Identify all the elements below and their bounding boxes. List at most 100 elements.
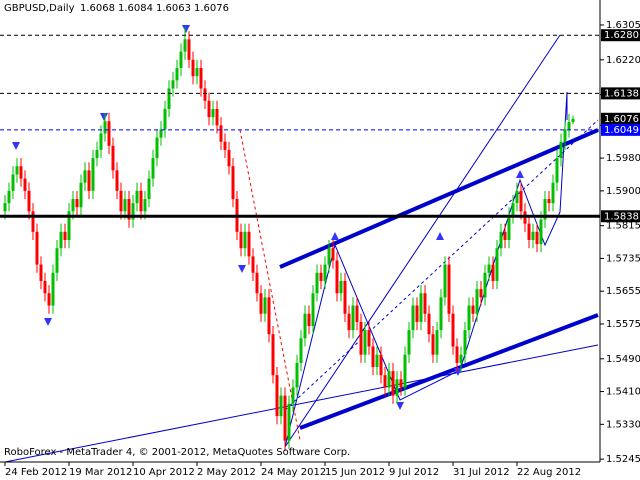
candle-body: [191, 59, 195, 77]
candle-body: [547, 199, 551, 204]
candle-body: [39, 264, 43, 281]
candle-body: [175, 67, 179, 81]
marker: [454, 368, 462, 376]
candle-body: [391, 371, 395, 396]
x-tick-label: 22 Aug 2012: [517, 467, 581, 478]
candle-body: [135, 190, 139, 204]
marker: [331, 232, 339, 240]
candle-body: [359, 321, 363, 355]
candle-body: [179, 51, 183, 68]
candle-body: [543, 199, 547, 220]
candle-body: [411, 305, 415, 331]
candle-body: [475, 289, 479, 314]
candle-body: [483, 272, 487, 298]
candle-body: [71, 199, 75, 212]
candle-body: [427, 313, 431, 335]
y-tick-label: 1.5410: [606, 387, 640, 398]
candle-body: [311, 293, 315, 327]
candle-body: [511, 203, 515, 216]
markers: [12, 25, 524, 410]
candle-body: [259, 293, 263, 314]
candle-body: [19, 166, 23, 179]
candle-body: [263, 297, 267, 314]
candle-body: [47, 293, 51, 306]
candle-body: [355, 305, 359, 322]
candle-body: [11, 174, 15, 191]
candle-body: [367, 330, 371, 347]
candle-body: [295, 362, 299, 388]
candle-body: [487, 264, 491, 273]
candle-body: [495, 248, 499, 281]
candle-body: [227, 149, 231, 167]
candle-body: [395, 379, 399, 396]
x-tick-label: 31 Jul 2012: [453, 467, 510, 478]
candle-body: [479, 289, 483, 298]
candle-body: [363, 330, 367, 355]
candle-body: [75, 199, 79, 208]
candle-body: [155, 137, 159, 159]
y-tick-label: 1.5575: [606, 319, 640, 330]
candle-body: [183, 39, 187, 52]
y-tick-label: 1.6305: [606, 20, 640, 31]
marker: [12, 142, 20, 150]
y-tick-label: 1.5900: [606, 186, 640, 197]
candle-body: [507, 215, 511, 241]
candle-body: [147, 178, 151, 200]
candle-body: [271, 334, 275, 376]
x-tick-label: 2 May 2012: [197, 467, 256, 478]
y-tick-label: 1.5330: [606, 419, 640, 430]
x-tick-label: 9 Jul 2012: [389, 467, 439, 478]
candle-body: [91, 158, 95, 191]
candle-body: [215, 108, 219, 126]
candle-body: [375, 354, 379, 367]
candle-body: [51, 272, 55, 306]
candle-body: [67, 211, 71, 241]
candle-body: [139, 190, 143, 212]
marker: [436, 232, 444, 240]
trend-line: [284, 34, 561, 448]
candle-body: [7, 190, 11, 204]
candle-body: [327, 248, 331, 265]
analysis-lines: [4, 34, 599, 463]
candle-body: [551, 182, 555, 204]
header-low: 1.6063: [156, 3, 191, 14]
price-level-box: [601, 210, 640, 223]
candle-body: [515, 190, 519, 204]
candle-body: [555, 158, 559, 183]
candle-body: [567, 122, 571, 130]
candle-body: [351, 305, 355, 331]
candle-body: [339, 280, 343, 294]
header-open: 1.6068: [80, 3, 115, 14]
x-tick-label: 24 Feb 2012: [5, 467, 67, 478]
marker: [238, 265, 246, 273]
candle-body: [335, 260, 339, 294]
candle-body: [347, 313, 351, 331]
candle-body: [219, 125, 223, 142]
x-tick-label: 10 Apr 2012: [133, 467, 195, 478]
candle-body: [459, 354, 463, 363]
candle-body: [119, 190, 123, 212]
candle-body: [15, 166, 19, 175]
candle-body: [27, 190, 31, 212]
candle-body: [35, 231, 39, 265]
candle-body: [79, 182, 83, 208]
candle-body: [247, 231, 251, 257]
candle-body: [163, 108, 167, 130]
candle-body: [255, 272, 259, 294]
candle-body: [243, 231, 247, 249]
candle-body: [107, 121, 111, 146]
price-level-label: 1.6076: [604, 114, 639, 125]
candle-body: [167, 88, 171, 109]
header-close: 1.6076: [194, 3, 229, 14]
wave-line: [239, 129, 301, 441]
candle-body: [499, 231, 503, 249]
candle-body: [343, 280, 347, 314]
candle-body: [435, 330, 439, 355]
candle-body: [199, 67, 203, 89]
marker: [100, 113, 108, 121]
candle-body: [467, 305, 471, 331]
candle-body: [535, 231, 539, 245]
candle-body: [491, 264, 495, 281]
candle-body: [275, 375, 279, 417]
